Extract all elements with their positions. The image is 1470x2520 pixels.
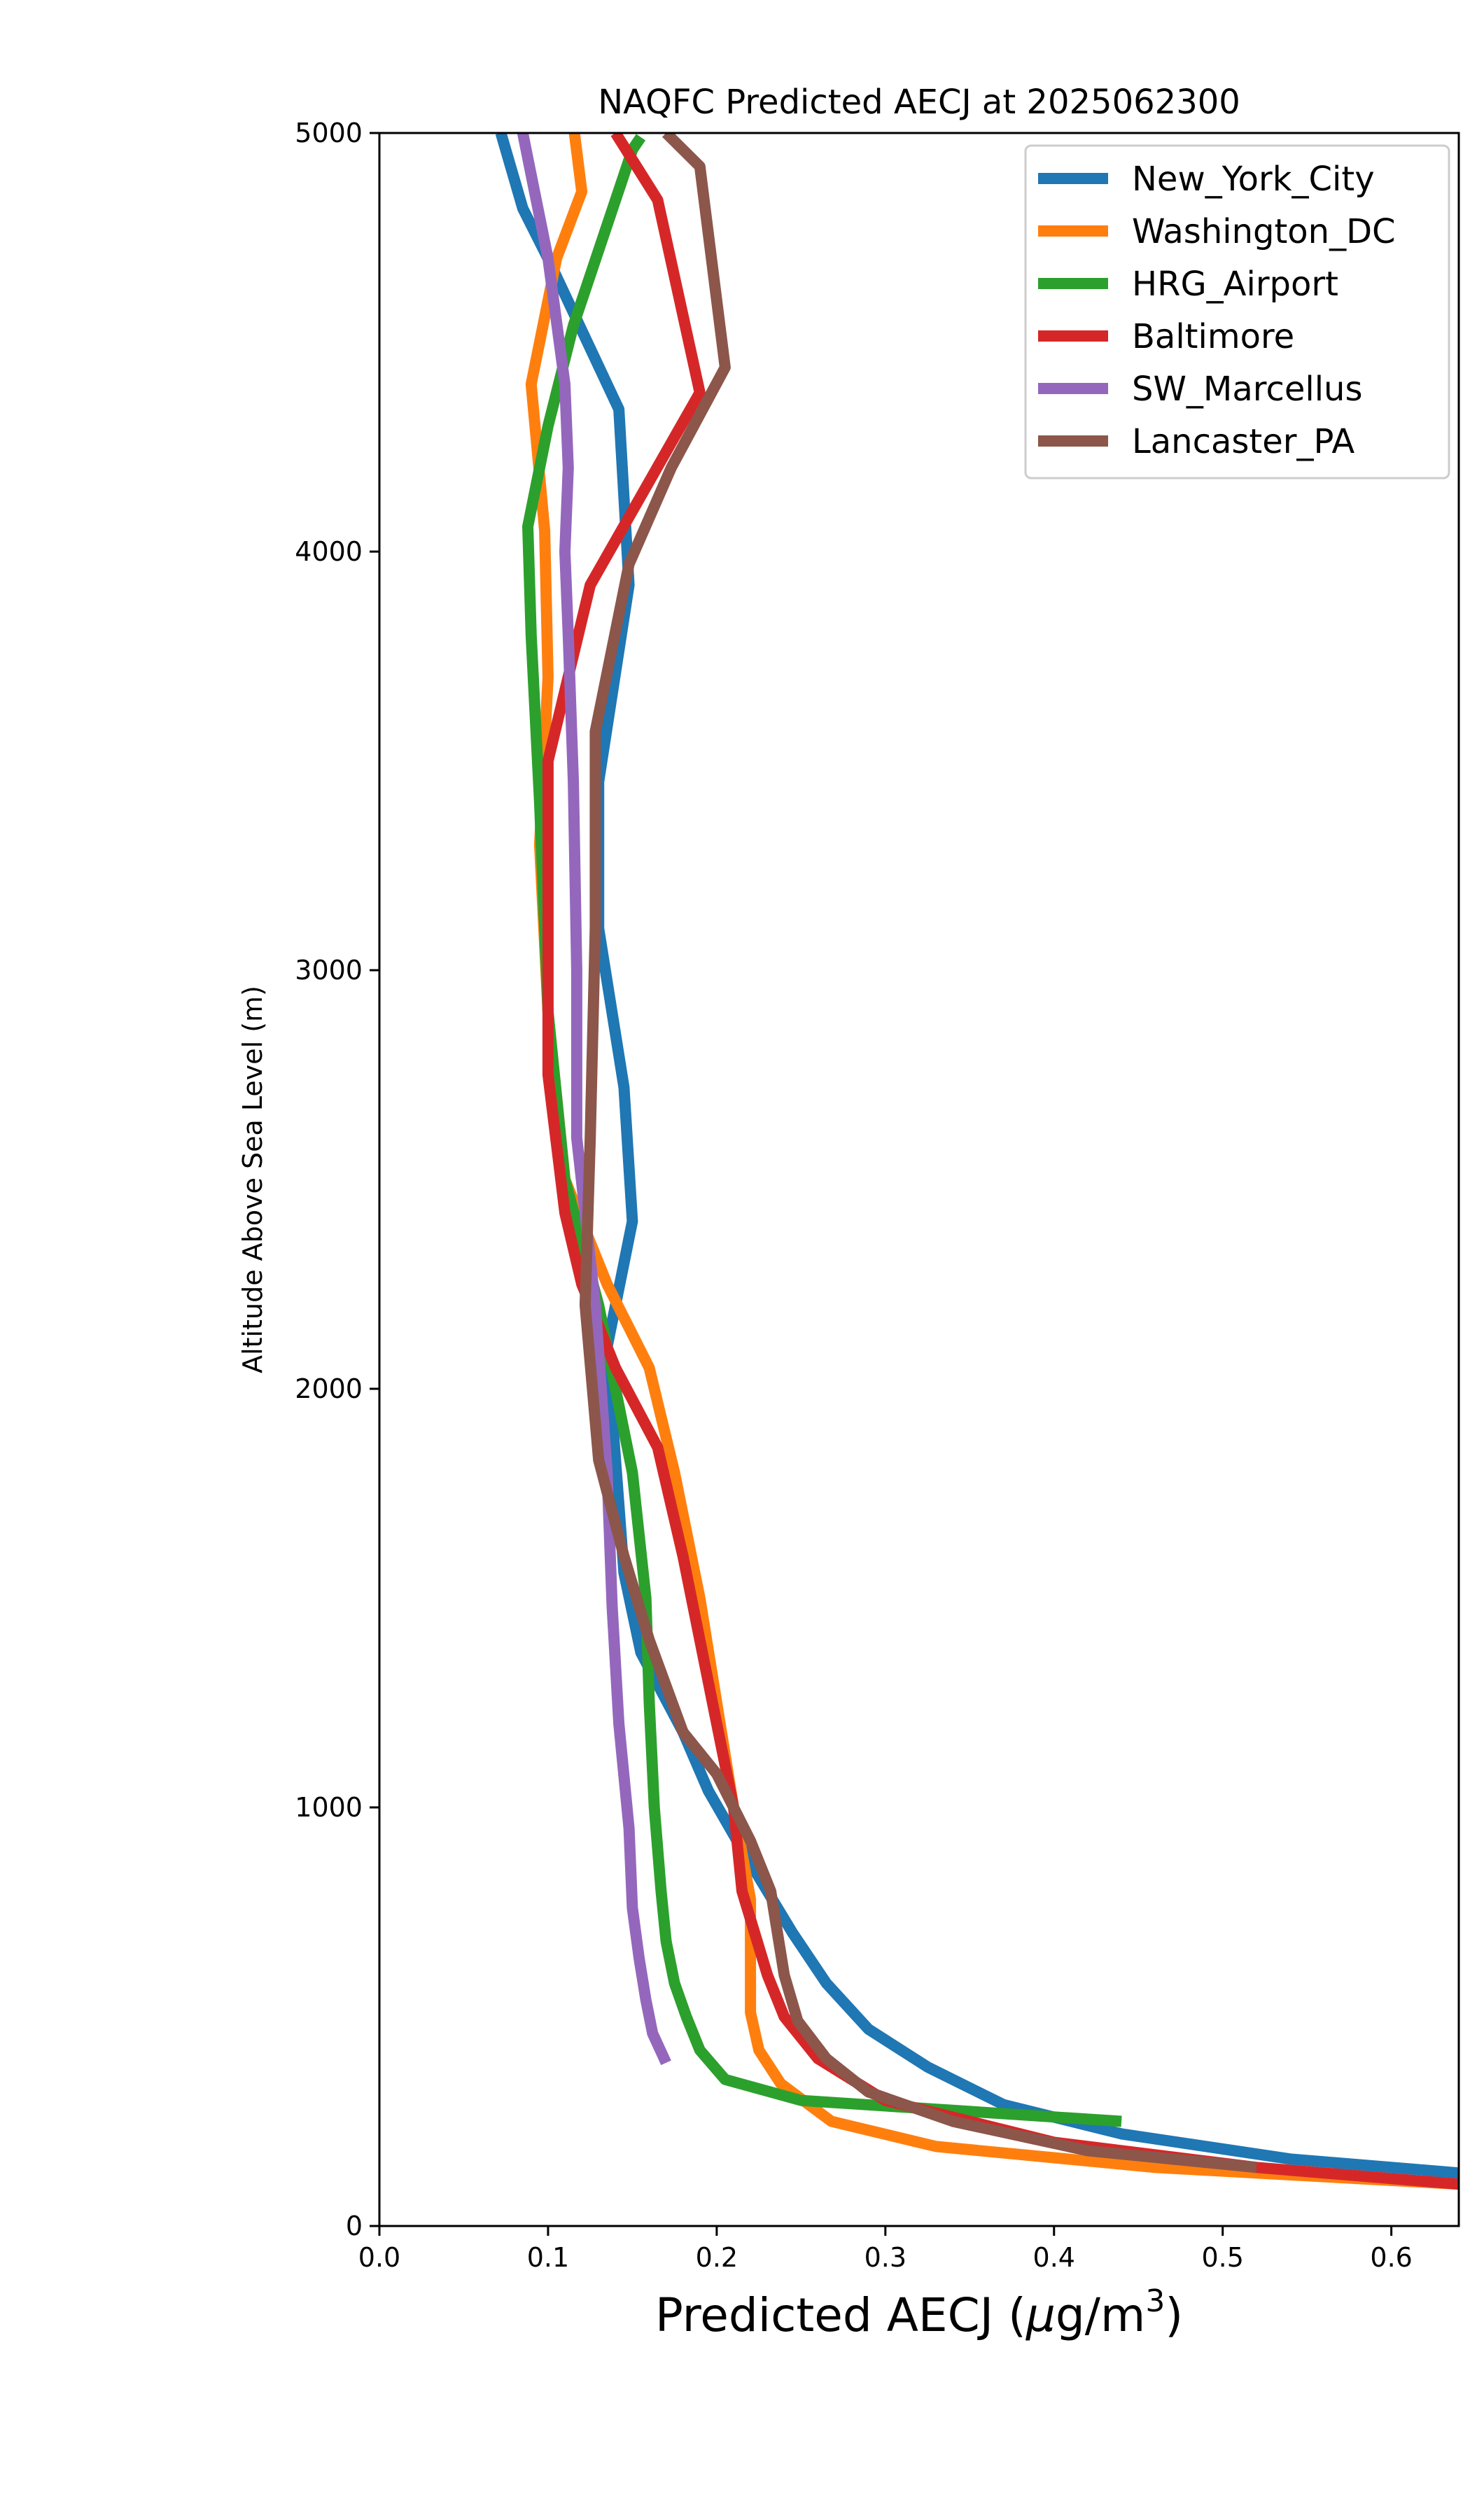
plot-frame [378,132,1460,2227]
x-tick-label: 0.1 [527,2242,569,2273]
x-tick-label: 0.4 [1033,2242,1075,2273]
ticks-layer: 0.0 0.1 0.2 0.3 0.4 0.5 0.6 0 1000 2000 3000 4000 50… [295,118,1413,2273]
y-tick-label: 5000 [295,118,363,148]
x-tick-label: 0.3 [864,2242,906,2273]
y-tick-label: 3000 [295,955,363,986]
x-axis-label-mu: μ [1026,2288,1056,2342]
series-line-hrg-airport [522,134,1122,2127]
legend-label-washington-dc: Washington_DC [1132,212,1396,251]
legend-label-new-york-city: New_York_City [1132,160,1375,199]
chart-title: NAQFC Predicted AECJ at 2025062300 [598,83,1240,122]
series-layer [495,133,1459,2190]
x-axis-label-sup: 3 [1145,2283,1165,2319]
x-axis-label-unit: g/m [1056,2288,1145,2342]
x-tick-label: 0.6 [1370,2242,1412,2273]
series-line-washington-dc [525,133,1459,2190]
legend-label-sw-marcellus: SW_Marcellus [1132,370,1362,409]
legend-label-baltimore: Baltimore [1132,317,1294,356]
series-line-lancaster-pa [579,133,1257,2174]
y-tick-label: 2000 [295,1373,363,1404]
y-axis-label: Altitude Above Sea Level (m) [237,986,268,1373]
legend-label-hrg-airport: HRG_Airport [1132,265,1338,304]
y-tick-label: 0 [346,2211,363,2241]
y-tick-label: 1000 [295,1792,363,1823]
x-axis-label-close: ) [1165,2288,1183,2342]
legend-label-lancaster-pa: Lancaster_PA [1132,422,1354,461]
x-tick-label: 0.0 [358,2242,400,2273]
x-tick-label: 0.5 [1201,2242,1243,2273]
x-axis-label: Predicted AECJ (μg/m3) [655,2283,1183,2342]
y-tick-label: 4000 [295,536,363,567]
legend: New_York_City Washington_DC HRG_Airport Bal… [1024,144,1450,479]
legend-frame [1024,144,1450,479]
x-tick-label: 0.2 [696,2242,738,2273]
x-axis-label-main: Predicted AECJ ( [655,2288,1026,2342]
